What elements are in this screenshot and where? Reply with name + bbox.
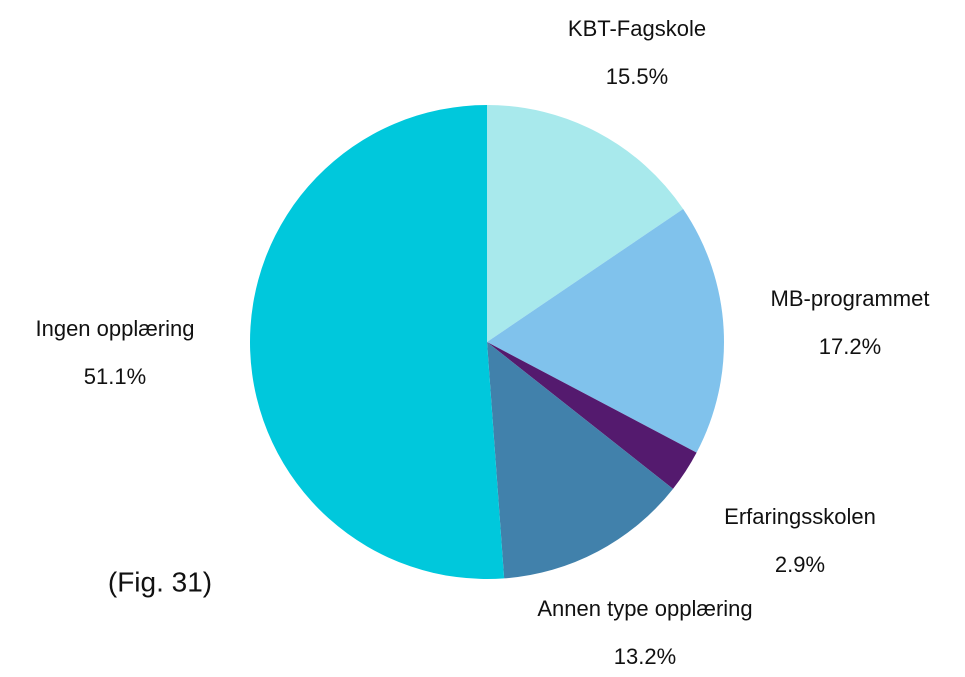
pie-slice xyxy=(487,208,724,453)
slice-value-label: 51.1% xyxy=(84,364,146,389)
slice-value-label: 15.5% xyxy=(606,64,668,89)
slice-value-label: 2.9% xyxy=(775,552,825,577)
pie-slice xyxy=(249,105,505,579)
pie-slice xyxy=(487,342,674,579)
slice-label: Ingen opplæring xyxy=(35,316,194,341)
pie-slice xyxy=(487,105,684,342)
annotation: (Fig. 31) xyxy=(108,566,212,597)
slice-label: MB-programmet xyxy=(771,286,930,311)
pie-slice xyxy=(487,342,697,489)
slice-value-label: 13.2% xyxy=(614,644,676,669)
slice-label: Annen type opplæring xyxy=(537,596,752,621)
slice-label: Erfaringsskolen xyxy=(724,504,876,529)
slice-label: KBT-Fagskole xyxy=(568,16,706,41)
slice-value-label: 17.2% xyxy=(819,334,881,359)
